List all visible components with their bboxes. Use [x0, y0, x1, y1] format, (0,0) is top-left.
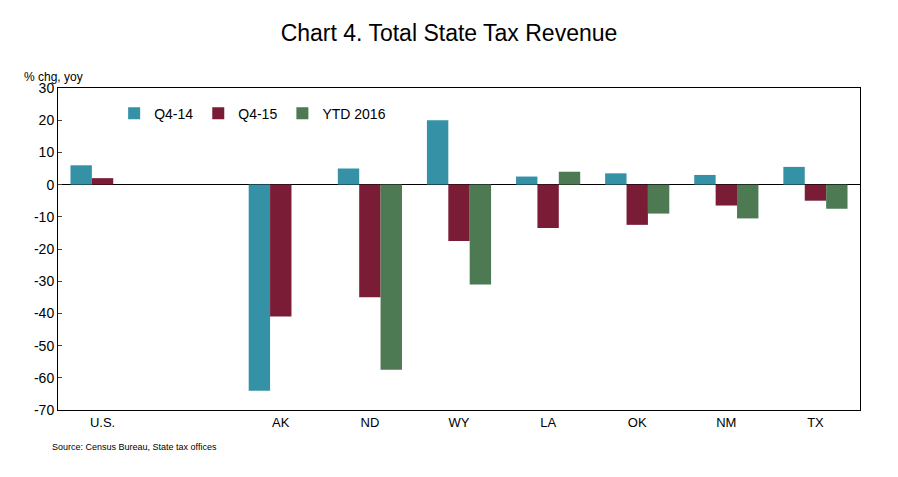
svg-text:30: 30 [39, 80, 55, 96]
svg-text:20: 20 [39, 112, 55, 128]
svg-text:Chart 4. Total State Tax Reven: Chart 4. Total State Tax Revenue [281, 20, 618, 46]
svg-text:% chg, yoy: % chg, yoy [24, 70, 83, 84]
svg-text:TX: TX [807, 415, 824, 430]
svg-text:ND: ND [360, 415, 379, 430]
svg-text:YTD 2016: YTD 2016 [322, 106, 385, 122]
svg-text:WY: WY [449, 415, 470, 430]
svg-text:Source: Census Bureau, State t: Source: Census Bureau, State tax offices [52, 442, 217, 452]
svg-text:Q4-15: Q4-15 [238, 106, 277, 122]
svg-text:AK: AK [272, 415, 290, 430]
svg-text:OK: OK [628, 415, 647, 430]
svg-text:-20: -20 [34, 241, 54, 257]
svg-text:U.S.: U.S. [90, 415, 115, 430]
svg-text:0: 0 [46, 177, 54, 193]
svg-text:NM: NM [716, 415, 736, 430]
svg-text:-50: -50 [34, 338, 54, 354]
svg-text:-40: -40 [34, 305, 54, 321]
svg-text:-60: -60 [34, 370, 54, 386]
svg-text:LA: LA [540, 415, 556, 430]
svg-text:10: 10 [39, 144, 55, 160]
svg-text:-10: -10 [34, 209, 54, 225]
svg-text:Q4-14: Q4-14 [154, 106, 193, 122]
svg-text:-30: -30 [34, 273, 54, 289]
svg-text:-70: -70 [34, 402, 54, 418]
